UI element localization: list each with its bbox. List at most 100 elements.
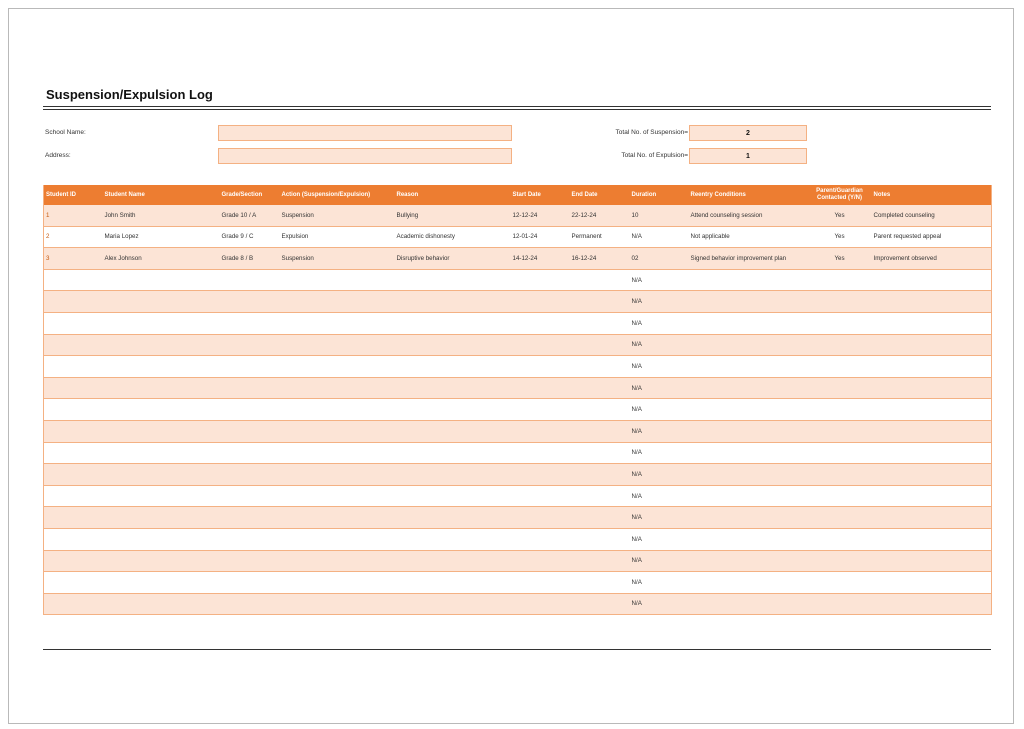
cell-contacted[interactable] <box>805 355 872 378</box>
cell-student-name[interactable] <box>102 485 220 508</box>
cell-student-name[interactable] <box>102 420 220 443</box>
cell-contacted[interactable] <box>805 571 872 594</box>
cell-action[interactable] <box>279 355 395 378</box>
address-field[interactable] <box>218 148 512 164</box>
cell-student-name[interactable] <box>102 269 220 292</box>
cell-notes[interactable] <box>871 398 992 421</box>
cell-notes[interactable] <box>871 334 992 357</box>
cell-action[interactable] <box>279 506 395 529</box>
cell-reentry[interactable] <box>688 442 806 465</box>
cell-reason[interactable] <box>394 398 511 421</box>
cell-notes[interactable] <box>871 463 992 486</box>
cell-end-date[interactable] <box>569 334 630 357</box>
cell-student-id[interactable] <box>43 550 103 573</box>
cell-action[interactable] <box>279 571 395 594</box>
cell-reason[interactable]: Bullying <box>394 205 511 227</box>
cell-end-date[interactable] <box>569 398 630 421</box>
cell-duration[interactable]: N/A <box>629 485 689 508</box>
cell-student-name[interactable]: Alex Johnson <box>102 247 220 270</box>
cell-duration[interactable]: N/A <box>629 528 689 551</box>
cell-reentry[interactable]: Not applicable <box>688 226 806 249</box>
cell-reentry[interactable] <box>688 463 806 486</box>
cell-contacted[interactable] <box>805 312 872 335</box>
cell-reentry[interactable] <box>688 571 806 594</box>
cell-end-date[interactable]: 22-12-24 <box>569 205 630 227</box>
cell-student-id[interactable]: 1 <box>43 205 103 227</box>
cell-contacted[interactable] <box>805 593 872 616</box>
cell-notes[interactable] <box>871 528 992 551</box>
cell-end-date[interactable] <box>569 420 630 443</box>
cell-notes[interactable] <box>871 506 992 529</box>
cell-reason[interactable] <box>394 442 511 465</box>
cell-reentry[interactable] <box>688 355 806 378</box>
cell-action[interactable] <box>279 398 395 421</box>
cell-action[interactable] <box>279 528 395 551</box>
cell-duration[interactable]: N/A <box>629 593 689 616</box>
cell-start-date[interactable] <box>510 593 570 616</box>
cell-duration[interactable]: N/A <box>629 463 689 486</box>
cell-student-id[interactable]: 3 <box>43 247 103 270</box>
cell-contacted[interactable] <box>805 377 872 400</box>
cell-end-date[interactable] <box>569 593 630 616</box>
cell-reason[interactable] <box>394 355 511 378</box>
cell-duration[interactable]: N/A <box>629 420 689 443</box>
cell-duration[interactable]: N/A <box>629 312 689 335</box>
cell-student-id[interactable] <box>43 571 103 594</box>
cell-reason[interactable] <box>394 290 511 313</box>
cell-end-date[interactable] <box>569 485 630 508</box>
total-expulsion-value[interactable]: 1 <box>689 148 807 164</box>
cell-reason[interactable] <box>394 485 511 508</box>
cell-notes[interactable] <box>871 485 992 508</box>
cell-reason[interactable] <box>394 312 511 335</box>
cell-start-date[interactable] <box>510 290 570 313</box>
cell-reason[interactable]: Academic dishonesty <box>394 226 511 249</box>
cell-reentry[interactable] <box>688 485 806 508</box>
cell-grade[interactable] <box>219 550 280 573</box>
cell-start-date[interactable] <box>510 550 570 573</box>
cell-notes[interactable] <box>871 550 992 573</box>
cell-reentry[interactable] <box>688 593 806 616</box>
cell-notes[interactable] <box>871 571 992 594</box>
cell-end-date[interactable] <box>569 377 630 400</box>
cell-end-date[interactable] <box>569 528 630 551</box>
cell-reentry[interactable]: Signed behavior improvement plan <box>688 247 806 270</box>
cell-student-name[interactable] <box>102 506 220 529</box>
cell-duration[interactable]: N/A <box>629 269 689 292</box>
cell-reason[interactable] <box>394 377 511 400</box>
cell-student-name[interactable] <box>102 398 220 421</box>
cell-student-name[interactable] <box>102 334 220 357</box>
cell-notes[interactable] <box>871 442 992 465</box>
cell-start-date[interactable] <box>510 269 570 292</box>
cell-contacted[interactable] <box>805 442 872 465</box>
cell-start-date[interactable] <box>510 355 570 378</box>
cell-action[interactable] <box>279 485 395 508</box>
cell-student-id[interactable] <box>43 463 103 486</box>
cell-reentry[interactable] <box>688 269 806 292</box>
cell-reason[interactable]: Disruptive behavior <box>394 247 511 270</box>
cell-action[interactable] <box>279 377 395 400</box>
cell-notes[interactable]: Improvement observed <box>871 247 992 270</box>
cell-student-id[interactable] <box>43 398 103 421</box>
cell-grade[interactable] <box>219 506 280 529</box>
cell-start-date[interactable] <box>510 506 570 529</box>
cell-grade[interactable] <box>219 269 280 292</box>
cell-duration[interactable]: N/A <box>629 226 689 249</box>
cell-action[interactable] <box>279 334 395 357</box>
cell-duration[interactable]: N/A <box>629 334 689 357</box>
cell-duration[interactable]: 10 <box>629 205 689 227</box>
cell-end-date[interactable] <box>569 442 630 465</box>
cell-student-id[interactable] <box>43 377 103 400</box>
cell-grade[interactable]: Grade 8 / B <box>219 247 280 270</box>
cell-student-id[interactable] <box>43 442 103 465</box>
cell-end-date[interactable] <box>569 506 630 529</box>
cell-reason[interactable] <box>394 506 511 529</box>
cell-duration[interactable]: N/A <box>629 571 689 594</box>
cell-end-date[interactable]: 16-12-24 <box>569 247 630 270</box>
cell-notes[interactable] <box>871 377 992 400</box>
cell-end-date[interactable] <box>569 355 630 378</box>
col-header-notes[interactable]: Notes <box>871 185 992 205</box>
cell-action[interactable] <box>279 550 395 573</box>
cell-student-name[interactable]: Maria Lopez <box>102 226 220 249</box>
cell-action[interactable] <box>279 269 395 292</box>
cell-start-date[interactable] <box>510 442 570 465</box>
